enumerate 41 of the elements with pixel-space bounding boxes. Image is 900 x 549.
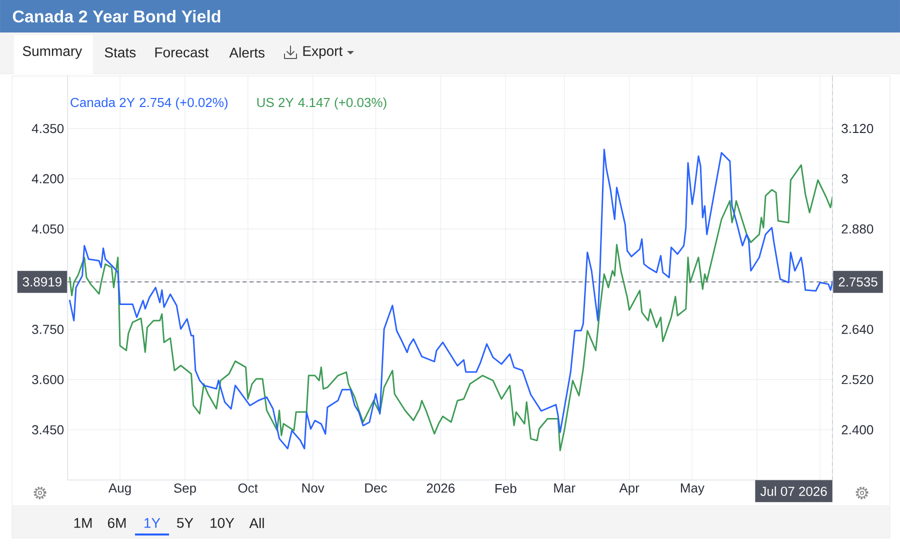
text: Canada 2Y xyxy=(70,98,135,108)
text: 6M xyxy=(108,518,126,528)
y-tick-label: 3.450 xyxy=(32,425,64,434)
text: 5Y xyxy=(177,518,194,528)
x-tick-label: Nov xyxy=(302,484,324,493)
x-tick-label: Oct xyxy=(238,484,258,493)
y-tick-label: 3.8919 xyxy=(22,277,62,286)
x-tick-label: Aug xyxy=(108,484,131,496)
annotation: 4.147 (+0.03%) xyxy=(298,98,386,110)
text: 10Y xyxy=(210,518,234,528)
text: Forecast xyxy=(155,48,209,58)
text: Alerts xyxy=(229,47,264,58)
x-tick-label: Mar xyxy=(554,484,576,493)
text: Summary xyxy=(22,46,82,59)
text: Jul 07 2026 xyxy=(760,486,827,496)
x-tick-label: Feb xyxy=(496,484,516,494)
y-tick-label: 4.350 xyxy=(32,124,64,134)
text: Stats xyxy=(104,48,136,58)
y2-tick-label: 2.400 xyxy=(842,425,874,434)
x-tick-label: Apr xyxy=(619,484,640,496)
y2-tick-label: 2.520 xyxy=(842,374,874,384)
annotation: 2.754 (+0.02%) xyxy=(140,98,228,110)
x-tick-label: Dec xyxy=(365,484,387,493)
chart-title: Canada 2 Year Bond Yield xyxy=(12,10,220,22)
y2-tick-label: 2.880 xyxy=(842,224,874,234)
x-tick-label: May xyxy=(680,484,704,496)
y-tick-label: 3.750 xyxy=(32,324,64,334)
y-tick-label: 4.200 xyxy=(32,174,64,184)
y2-tick-label: 3.120 xyxy=(842,124,874,134)
x-tick-label: 2026 xyxy=(426,484,455,493)
text: 1Y xyxy=(144,518,160,528)
text: All xyxy=(249,518,264,528)
y2-tick-label: 3 xyxy=(842,174,848,184)
text: Export xyxy=(303,46,343,59)
y2-tick-label: 2.7535 xyxy=(838,277,878,287)
x-tick-label: Sep xyxy=(174,484,196,496)
text: 1M xyxy=(74,518,92,528)
y-tick-label: 4.050 xyxy=(32,224,64,234)
text: US 2Y xyxy=(257,98,294,108)
y-tick-label: 3.600 xyxy=(32,374,64,384)
y2-tick-label: 2.640 xyxy=(842,324,874,334)
